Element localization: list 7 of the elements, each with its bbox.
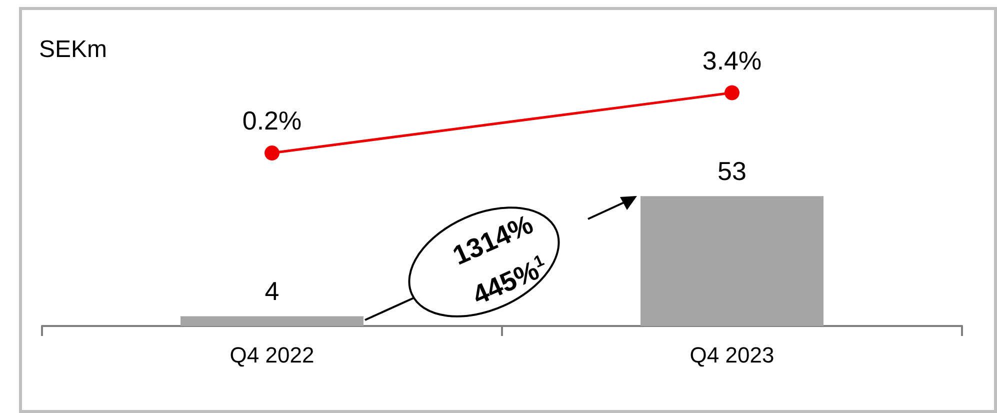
annotation: SEKm (39, 36, 108, 64)
data-label: 0.2% (242, 105, 302, 136)
x-tick-label: Q4 2022 (230, 342, 314, 368)
data-label: 3.4% (702, 45, 762, 76)
data-label: 4 (264, 276, 280, 306)
data-label: 53 (718, 156, 746, 186)
x-tick-label: Q4 2023 (690, 342, 774, 368)
